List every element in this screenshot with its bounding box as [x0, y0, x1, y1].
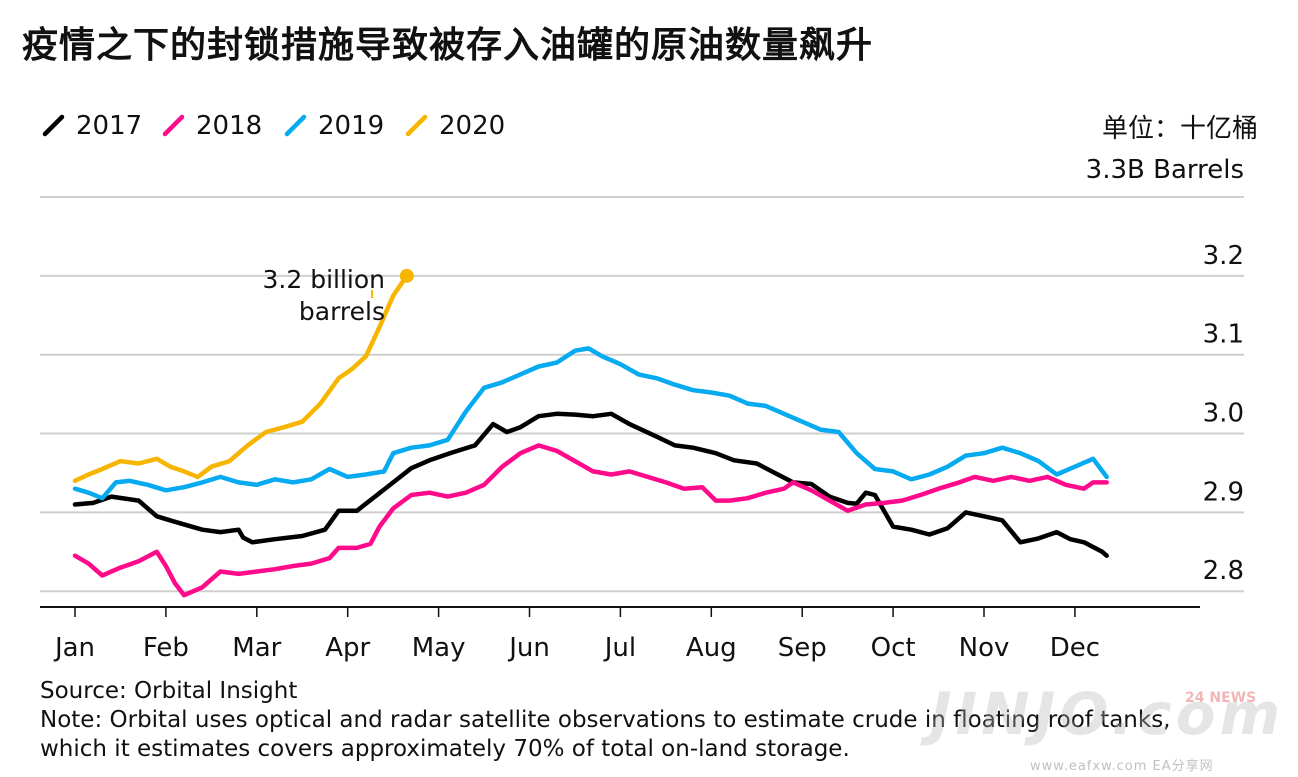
legend-label-2017: 2017	[76, 111, 142, 141]
y-tick-label: 3.2	[1203, 241, 1244, 271]
series-line-2020	[72, 273, 410, 484]
x-tick-label: Jan	[53, 633, 95, 663]
annotation: 3.2 billion barrels	[263, 265, 386, 326]
y-tick-label: 3.1	[1203, 320, 1244, 350]
legend-swatch-2020	[405, 114, 428, 137]
y-axis-labels: 2.8 2.9 3.0 3.1 3.2	[1203, 241, 1244, 586]
series-line-2018	[72, 443, 1109, 598]
note-line-1: Note: Orbital uses optical and radar sat…	[40, 707, 1171, 733]
x-tick-label: Apr	[325, 633, 370, 663]
x-axis-labels: Jan Feb Mar Apr May Jun Jul Aug Sep Oct Nov Dec	[53, 633, 1100, 663]
legend-label-2019: 2019	[318, 111, 384, 141]
source-note: Source: Orbital Insight	[40, 678, 298, 704]
series-lines	[72, 268, 1109, 598]
x-tick-label: Nov	[959, 633, 1010, 663]
legend-swatch-2018	[162, 114, 185, 137]
y-tick-label: 2.8	[1203, 556, 1244, 586]
x-axis	[40, 606, 1200, 617]
chart-notes: Source: Orbital Insight Note: Orbital us…	[40, 677, 1171, 764]
watermark-site: www.eafxw.com EA分享网	[1030, 759, 1214, 774]
legend-label-2018: 2018	[196, 111, 262, 141]
x-tick-label: Aug	[686, 633, 737, 663]
chart-legend: 2017 2018 2019 2020	[42, 111, 505, 141]
x-tick-label: May	[412, 633, 466, 663]
y-tick-label: 2.9	[1203, 477, 1244, 507]
legend-swatch-2017	[42, 114, 65, 137]
x-tick-label: Dec	[1050, 633, 1100, 663]
legend-swatch-2019	[284, 114, 307, 137]
watermark-logo: JINJO.com	[930, 680, 1285, 748]
watermark-badge: 24 NEWS	[1185, 690, 1257, 706]
annotation-line-1: 3.2 billion	[263, 265, 386, 294]
series-line-2017	[72, 411, 1109, 558]
gridlines	[40, 196, 1244, 593]
legend-label-2020: 2020	[439, 111, 505, 141]
x-tick-label: Jun	[507, 633, 550, 663]
x-tick-label: Feb	[143, 633, 189, 663]
x-tick-label: Mar	[232, 633, 281, 663]
note-line-2: which it estimates covers approximately …	[40, 736, 850, 762]
y-tick-label: 3.0	[1203, 399, 1244, 429]
series-end-dot-2020	[399, 268, 414, 283]
unit-label-en: 3.3B Barrels	[1086, 155, 1244, 185]
x-tick-label: Oct	[871, 633, 916, 663]
chart-title: 疫情之下的封锁措施导致被存入油罐的原油数量飙升	[22, 25, 874, 66]
series-line-2019	[72, 346, 1109, 501]
unit-label-cn: 单位：十亿桶	[1102, 114, 1258, 144]
x-tick-label: Sep	[778, 633, 827, 663]
x-tick-label: Jul	[603, 633, 636, 663]
annotation-line-2: barrels	[299, 297, 385, 326]
